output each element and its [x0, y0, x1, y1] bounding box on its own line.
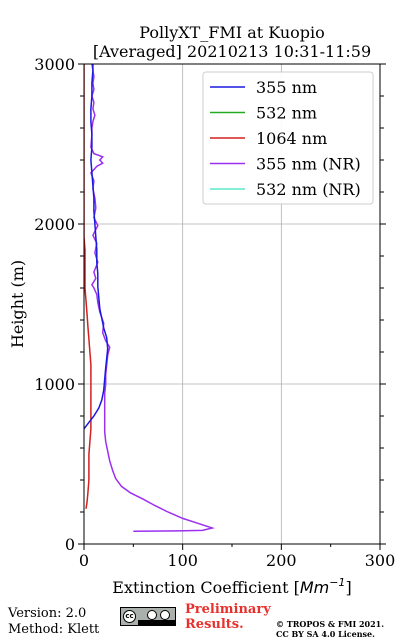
x-axis-label-suffix: ] [345, 578, 351, 597]
cc-icon: cc [123, 610, 136, 623]
y-tick-label: 0 [65, 535, 75, 554]
x-tick-label: 300 [365, 551, 396, 570]
legend: 355 nm 532 nm 1064 nm 355 nm (NR) 532 nm (NR… [202, 71, 374, 205]
x-axis-label-prefix: Extinction Coefficient [ [112, 578, 300, 597]
copyright-line2: CC BY SA 4.0 License. [276, 629, 375, 639]
legend-box [202, 71, 374, 205]
series-line-355-nm [84, 64, 109, 430]
chart: PollyXT_FMI at Kuopio [Averaged] 2021021… [8, 23, 395, 597]
preliminary-results-note: Preliminary Results. [185, 602, 271, 632]
legend-entry-label: 1064 nm [256, 129, 327, 148]
x-tick-label: 0 [79, 551, 89, 570]
y-axis-label: Height (m) [8, 260, 27, 348]
copyright-line1: © TROPOS & FMI 2021. [276, 619, 385, 629]
chart-title-line1: PollyXT_FMI at Kuopio [139, 23, 325, 42]
copyright-note: © TROPOS & FMI 2021. CC BY SA 4.0 Licens… [276, 619, 384, 639]
x-axis-label-unit: Mm [300, 578, 329, 597]
x-tick-label: 100 [167, 551, 198, 570]
license-band [138, 620, 175, 625]
version-label: Version: 2.0 [8, 606, 87, 621]
chart-title-line2: [Averaged] 20210213 10:31-11:59 [93, 42, 371, 61]
legend-entry-label: 532 nm (NR) [256, 180, 361, 199]
legend-entry-label: 355 nm [256, 78, 317, 97]
method-label: Method: Klett [8, 622, 100, 637]
cc-license-logo: cc [120, 607, 176, 626]
x-tick-label: 200 [266, 551, 297, 570]
legend-entry-label: 532 nm [256, 104, 317, 123]
series-line-355-nm-nr [90, 64, 216, 532]
series-line-1064-nm [84, 64, 92, 509]
y-tick-label: 1000 [34, 375, 75, 394]
preliminary-line1: Preliminary [185, 602, 271, 617]
x-axis-label-exponent: −1 [329, 576, 345, 589]
y-tick-label: 2000 [34, 215, 75, 234]
x-axis-label: Extinction Coefficient [Mm−1] [112, 576, 351, 597]
y-tick-label: 3000 [34, 55, 75, 74]
preliminary-line2: Results. [185, 617, 244, 632]
sa-icon [160, 610, 170, 620]
series-lines [84, 64, 216, 532]
by-icon [147, 610, 157, 620]
legend-entry-label: 355 nm (NR) [256, 155, 361, 174]
